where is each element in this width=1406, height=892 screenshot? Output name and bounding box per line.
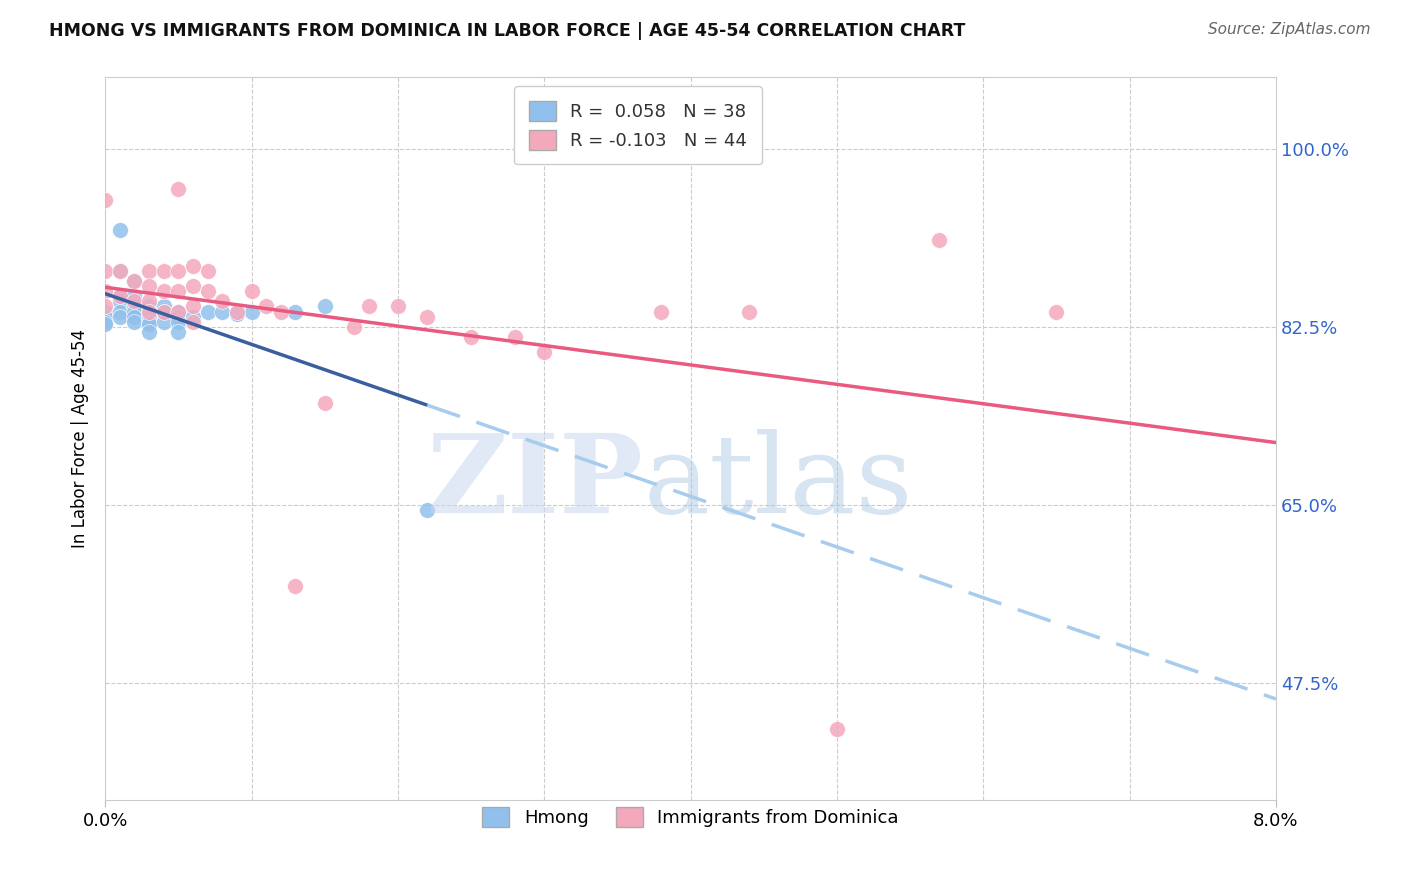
Point bbox=[650, 304, 672, 318]
Point bbox=[284, 579, 307, 593]
Point bbox=[167, 304, 190, 318]
Point bbox=[460, 330, 482, 344]
Point bbox=[108, 294, 131, 309]
Point bbox=[387, 300, 409, 314]
Point bbox=[124, 289, 146, 303]
Point bbox=[211, 294, 233, 309]
Point bbox=[124, 304, 146, 318]
Point bbox=[152, 284, 174, 298]
Point bbox=[108, 223, 131, 237]
Point bbox=[197, 264, 219, 278]
Point bbox=[138, 325, 160, 339]
Point bbox=[240, 284, 263, 298]
Point bbox=[94, 304, 117, 318]
Point bbox=[124, 274, 146, 288]
Point bbox=[152, 304, 174, 318]
Point bbox=[416, 310, 439, 324]
Point bbox=[211, 304, 233, 318]
Point bbox=[825, 722, 848, 736]
Point bbox=[108, 264, 131, 278]
Text: HMONG VS IMMIGRANTS FROM DOMINICA IN LABOR FORCE | AGE 45-54 CORRELATION CHART: HMONG VS IMMIGRANTS FROM DOMINICA IN LAB… bbox=[49, 22, 966, 40]
Point bbox=[254, 300, 277, 314]
Y-axis label: In Labor Force | Age 45-54: In Labor Force | Age 45-54 bbox=[72, 329, 89, 549]
Point bbox=[928, 233, 950, 247]
Point bbox=[108, 264, 131, 278]
Point bbox=[138, 310, 160, 324]
Point bbox=[167, 325, 190, 339]
Point bbox=[108, 310, 131, 324]
Point bbox=[738, 304, 761, 318]
Point bbox=[197, 304, 219, 318]
Point bbox=[152, 315, 174, 329]
Point bbox=[226, 307, 249, 321]
Text: atlas: atlas bbox=[644, 429, 914, 536]
Point bbox=[343, 319, 366, 334]
Point bbox=[94, 284, 117, 298]
Point bbox=[138, 307, 160, 321]
Point bbox=[1045, 304, 1067, 318]
Point bbox=[124, 315, 146, 329]
Point bbox=[197, 284, 219, 298]
Point bbox=[138, 304, 160, 318]
Point bbox=[270, 304, 292, 318]
Point bbox=[181, 300, 204, 314]
Point bbox=[138, 315, 160, 329]
Point bbox=[138, 300, 160, 314]
Point bbox=[181, 315, 204, 329]
Point bbox=[167, 264, 190, 278]
Point bbox=[503, 330, 526, 344]
Legend: Hmong, Immigrants from Dominica: Hmong, Immigrants from Dominica bbox=[475, 800, 905, 835]
Point bbox=[167, 304, 190, 318]
Point bbox=[357, 300, 380, 314]
Point bbox=[167, 310, 190, 324]
Point bbox=[181, 259, 204, 273]
Text: Source: ZipAtlas.com: Source: ZipAtlas.com bbox=[1208, 22, 1371, 37]
Point bbox=[94, 317, 117, 331]
Point bbox=[124, 300, 146, 314]
Point bbox=[138, 264, 160, 278]
Point bbox=[138, 317, 160, 331]
Point bbox=[284, 304, 307, 318]
Point bbox=[94, 264, 117, 278]
Point bbox=[314, 396, 336, 410]
Point bbox=[108, 304, 131, 318]
Point bbox=[138, 294, 160, 309]
Point bbox=[94, 300, 117, 314]
Point bbox=[152, 304, 174, 318]
Point bbox=[94, 315, 117, 329]
Point bbox=[138, 304, 160, 318]
Text: ZIP: ZIP bbox=[427, 429, 644, 536]
Point bbox=[167, 284, 190, 298]
Point bbox=[314, 300, 336, 314]
Point bbox=[181, 279, 204, 293]
Point bbox=[533, 345, 555, 359]
Point bbox=[108, 289, 131, 303]
Point bbox=[124, 310, 146, 324]
Point bbox=[167, 182, 190, 196]
Point bbox=[108, 289, 131, 303]
Point bbox=[124, 274, 146, 288]
Point bbox=[167, 315, 190, 329]
Point bbox=[152, 300, 174, 314]
Point bbox=[226, 304, 249, 318]
Point bbox=[138, 279, 160, 293]
Point bbox=[124, 294, 146, 309]
Point bbox=[152, 264, 174, 278]
Point bbox=[94, 310, 117, 324]
Point bbox=[240, 304, 263, 318]
Point bbox=[181, 310, 204, 324]
Point bbox=[416, 503, 439, 517]
Point bbox=[94, 193, 117, 207]
